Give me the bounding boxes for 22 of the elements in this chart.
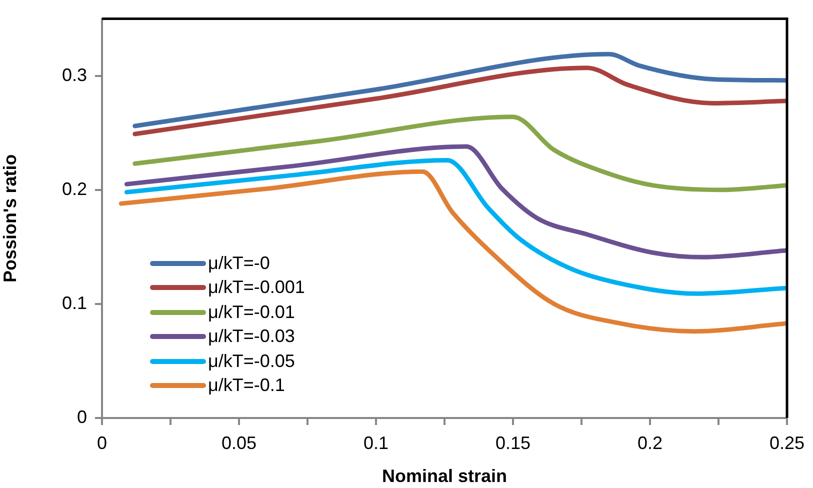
x-tick-label: 0.05 — [221, 432, 257, 453]
y-tick-label: 0.2 — [62, 178, 87, 199]
y-tick-label: 0.1 — [62, 292, 87, 313]
y-axis-title: Possion's ratio — [0, 154, 20, 283]
legend-label: μ/kT=-0.03 — [208, 326, 295, 348]
y-tick-label: 0.3 — [62, 64, 87, 85]
x-tick-label: 0.1 — [363, 432, 389, 453]
legend-label: μ/kT=-0.001 — [208, 277, 305, 298]
line-series — [132, 52, 787, 128]
line-series — [132, 66, 787, 136]
x-axis-title: Nominal strain — [382, 466, 508, 486]
x-tick-label: 0 — [96, 432, 108, 453]
legend-label: μ/kT=-0.05 — [208, 350, 295, 372]
x-tick-label: 0.15 — [495, 432, 531, 453]
x-tick-label: 0.2 — [637, 432, 663, 453]
legend-label: μ/kT=-0.01 — [208, 302, 295, 323]
y-tick-label: 0 — [76, 406, 87, 427]
line-series — [132, 114, 787, 192]
legend-label: μ/kT=-0 — [208, 252, 270, 274]
x-tick-label: 0.25 — [769, 432, 805, 453]
legend-label: μ/kT=-0.1 — [208, 375, 285, 396]
line-series — [124, 158, 787, 296]
